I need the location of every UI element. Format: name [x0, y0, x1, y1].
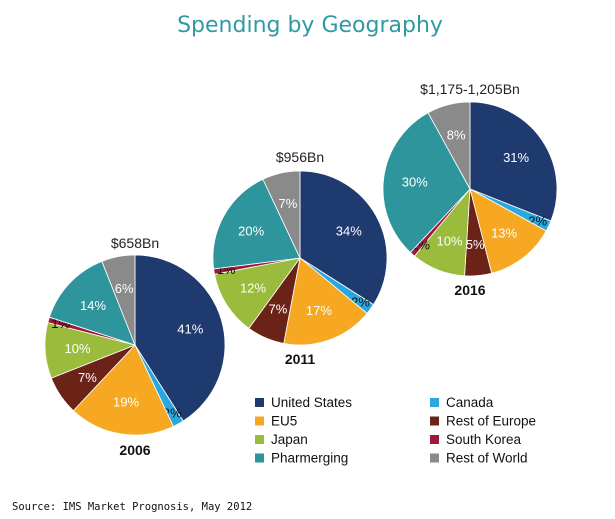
slice-label-2016-rest-of-world: 8%	[447, 128, 466, 143]
slice-label-2016-pharmerging: 30%	[402, 175, 428, 190]
pies-group: 41%2%19%7%10%1%14%6%$658Bn200634%2%17%7%…	[44, 81, 558, 458]
legend: United States EU5 Japan Pharmerging Canada Re…	[255, 395, 536, 466]
legend-label-united-states: United States	[271, 395, 352, 410]
slice-2016-eu5	[469, 188, 547, 274]
legend-label-pharmerging: Pharmerging	[271, 451, 348, 466]
legend-label-canada: Canada	[446, 395, 494, 410]
slice-label-2011-rest-of-europe: 7%	[269, 302, 288, 317]
slice-2011-pharmerging	[212, 178, 301, 270]
slice-2006-eu5	[72, 344, 174, 436]
slice-label-2016-rest-of-europe: 5%	[466, 237, 485, 252]
slice-label-2006-eu5: 19%	[113, 394, 139, 409]
legend-label-japan: Japan	[271, 432, 308, 447]
year-label-2011: 2011	[285, 351, 316, 367]
slice-2016-rest-of-world	[427, 101, 471, 190]
slice-2016-pharmerging	[382, 112, 471, 253]
legend-swatch-south-korea	[430, 435, 439, 444]
slice-label-2016-japan: 10%	[436, 233, 462, 248]
legend-swatch-rest-of-europe	[430, 416, 439, 426]
legend-swatch-japan	[255, 435, 264, 444]
slice-label-2006-japan: 10%	[64, 341, 90, 356]
slice-label-2011-united-states: 34%	[336, 224, 362, 239]
slice-2011-rest-of-world	[262, 170, 301, 259]
chart-title: Spending by Geography	[177, 13, 443, 38]
total-label-2016: $1,175-1,205Bn	[420, 81, 520, 97]
slice-label-2006-pharmerging: 14%	[80, 298, 106, 313]
source-note: Source: IMS Market Prognosis, May 2012	[12, 501, 252, 513]
year-label-2006: 2006	[119, 442, 150, 458]
legend-label-south-korea: South Korea	[446, 432, 522, 447]
slice-2006-pharmerging	[48, 260, 136, 346]
legend-label-eu5: EU5	[271, 414, 297, 429]
slice-label-2006-rest-of-world: 6%	[115, 281, 134, 296]
slice-label-2006-united-states: 41%	[177, 321, 203, 336]
slice-2006-rest-of-world	[101, 254, 136, 346]
legend-label-rest-of-europe: Rest of Europe	[446, 414, 536, 429]
legend-swatch-eu5	[255, 416, 264, 426]
year-label-2016: 2016	[454, 282, 485, 298]
slice-label-2016-united-states: 31%	[503, 150, 529, 165]
slice-label-2011-eu5: 17%	[306, 303, 332, 318]
legend-label-rest-of-world: Rest of World	[446, 451, 528, 466]
slice-2016-united-states	[469, 101, 558, 222]
slice-2011-united-states	[299, 170, 388, 306]
total-label-2011: $956Bn	[276, 149, 324, 165]
total-label-2006: $658Bn	[111, 235, 159, 251]
legend-swatch-rest-of-world	[430, 453, 439, 463]
slice-label-2011-japan: 12%	[240, 280, 266, 295]
slice-label-2011-rest-of-world: 7%	[279, 196, 298, 211]
slice-2011-japan	[214, 257, 301, 329]
slice-label-2016-eu5: 13%	[491, 226, 517, 241]
slice-label-2011-pharmerging: 20%	[238, 224, 264, 239]
slice-2011-eu5	[283, 257, 368, 346]
legend-swatch-pharmerging	[255, 453, 264, 463]
slice-2006-united-states	[134, 254, 226, 422]
legend-swatch-canada	[430, 398, 439, 407]
legend-swatch-united-states	[255, 398, 264, 407]
slice-label-2006-rest-of-europe: 7%	[78, 370, 97, 385]
